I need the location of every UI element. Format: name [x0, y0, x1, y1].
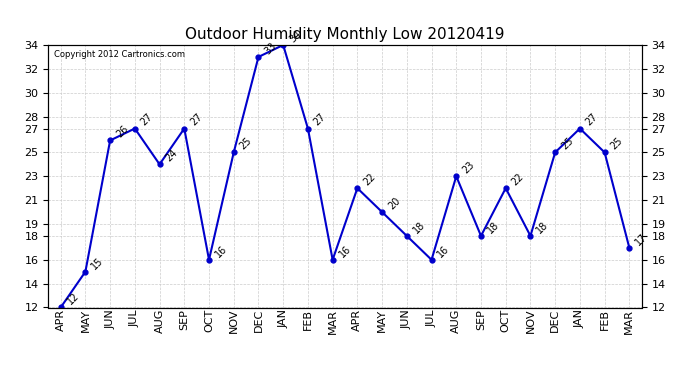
Text: 25: 25 — [238, 136, 254, 152]
Text: 25: 25 — [560, 136, 575, 152]
Text: 15: 15 — [90, 255, 106, 271]
Text: 24: 24 — [164, 148, 179, 164]
Text: 18: 18 — [485, 219, 501, 235]
Text: 27: 27 — [312, 112, 328, 128]
Text: 26: 26 — [115, 124, 130, 140]
Text: 22: 22 — [362, 171, 377, 188]
Text: 23: 23 — [460, 160, 476, 176]
Text: 18: 18 — [411, 219, 426, 235]
Text: 27: 27 — [584, 112, 600, 128]
Text: 22: 22 — [510, 171, 526, 188]
Text: 20: 20 — [386, 195, 402, 211]
Text: 33: 33 — [263, 40, 278, 56]
Text: 18: 18 — [535, 219, 551, 235]
Text: 25: 25 — [609, 136, 624, 152]
Text: 16: 16 — [337, 243, 353, 259]
Text: 16: 16 — [435, 243, 451, 259]
Text: 12: 12 — [65, 291, 81, 307]
Text: 34: 34 — [287, 28, 303, 44]
Text: 27: 27 — [139, 112, 155, 128]
Text: 27: 27 — [188, 112, 204, 128]
Title: Outdoor Humidity Monthly Low 20120419: Outdoor Humidity Monthly Low 20120419 — [185, 27, 505, 42]
Text: 16: 16 — [213, 243, 229, 259]
Text: Copyright 2012 Cartronics.com: Copyright 2012 Cartronics.com — [55, 50, 185, 59]
Text: 17: 17 — [633, 231, 649, 247]
